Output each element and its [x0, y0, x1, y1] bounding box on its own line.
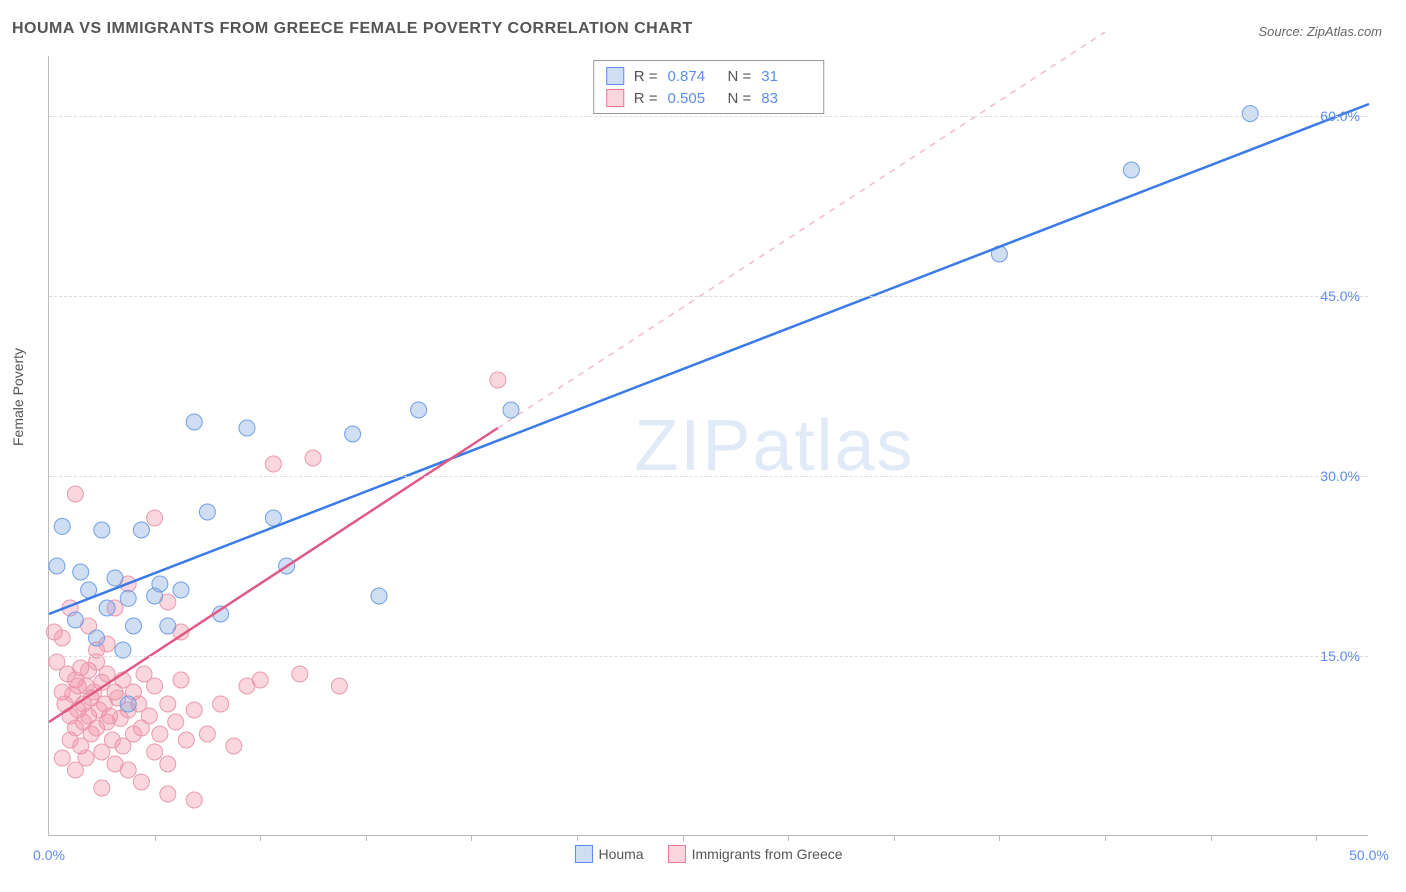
legend-item-greece: Immigrants from Greece: [668, 845, 843, 863]
x-tick-label: 0.0%: [33, 847, 65, 863]
scatter-point-greece: [160, 756, 176, 772]
scatter-point-greece: [199, 726, 215, 742]
legend-label: Immigrants from Greece: [692, 846, 843, 862]
gridline: [49, 296, 1368, 297]
scatter-point-houma: [186, 414, 202, 430]
plot-area: ZIPatlas R = 0.874 N = 31 R = 0.505 N = …: [48, 56, 1368, 836]
y-tick-label: 30.0%: [1320, 468, 1360, 484]
scatter-point-houma: [107, 570, 123, 586]
scatter-point-greece: [186, 702, 202, 718]
scatter-point-houma: [120, 590, 136, 606]
y-tick-label: 15.0%: [1320, 648, 1360, 664]
scatter-point-greece: [54, 750, 70, 766]
regression-line-houma: [49, 104, 1369, 614]
scatter-point-houma: [73, 564, 89, 580]
x-tick-mark: [366, 835, 367, 841]
scatter-point-greece: [94, 780, 110, 796]
scatter-point-houma: [239, 420, 255, 436]
scatter-point-greece: [265, 456, 281, 472]
y-tick-label: 45.0%: [1320, 288, 1360, 304]
scatter-point-greece: [67, 762, 83, 778]
legend-label: Houma: [598, 846, 643, 862]
x-tick-mark: [788, 835, 789, 841]
x-tick-mark: [894, 835, 895, 841]
x-tick-label: 50.0%: [1349, 847, 1389, 863]
gridline: [49, 116, 1368, 117]
scatter-point-greece: [226, 738, 242, 754]
scatter-point-houma: [1123, 162, 1139, 178]
x-tick-mark: [999, 835, 1000, 841]
scatter-point-houma: [94, 522, 110, 538]
x-tick-mark: [260, 835, 261, 841]
scatter-point-greece: [141, 708, 157, 724]
x-tick-mark: [577, 835, 578, 841]
scatter-point-greece: [160, 696, 176, 712]
x-tick-mark: [1105, 835, 1106, 841]
scatter-point-houma: [1242, 106, 1258, 122]
regression-line-greece-dashed: [498, 32, 1105, 428]
scatter-point-houma: [160, 618, 176, 634]
swatch-icon: [574, 845, 592, 863]
legend-item-houma: Houma: [574, 845, 643, 863]
scatter-point-greece: [252, 672, 268, 688]
swatch-icon: [668, 845, 686, 863]
scatter-point-greece: [147, 510, 163, 526]
scatter-point-greece: [152, 726, 168, 742]
x-tick-mark: [1316, 835, 1317, 841]
scatter-point-houma: [411, 402, 427, 418]
scatter-point-houma: [133, 522, 149, 538]
scatter-point-greece: [67, 486, 83, 502]
scatter-point-greece: [147, 744, 163, 760]
scatter-point-houma: [199, 504, 215, 520]
scatter-point-greece: [213, 696, 229, 712]
scatter-point-greece: [178, 732, 194, 748]
scatter-point-greece: [331, 678, 347, 694]
scatter-point-greece: [490, 372, 506, 388]
scatter-point-houma: [345, 426, 361, 442]
scatter-point-greece: [186, 792, 202, 808]
scatter-point-houma: [54, 518, 70, 534]
scatter-point-greece: [292, 666, 308, 682]
scatter-point-houma: [152, 576, 168, 592]
scatter-point-houma: [120, 696, 136, 712]
scatter-point-greece: [120, 762, 136, 778]
scatter-point-houma: [173, 582, 189, 598]
scatter-point-houma: [265, 510, 281, 526]
y-tick-label: 60.0%: [1320, 108, 1360, 124]
scatter-point-houma: [99, 600, 115, 616]
scatter-point-houma: [125, 618, 141, 634]
bottom-legend: Houma Immigrants from Greece: [574, 845, 842, 863]
scatter-point-houma: [371, 588, 387, 604]
scatter-point-greece: [147, 678, 163, 694]
chart-title: HOUMA VS IMMIGRANTS FROM GREECE FEMALE P…: [12, 20, 693, 38]
scatter-point-houma: [89, 630, 105, 646]
gridline: [49, 656, 1368, 657]
scatter-point-greece: [305, 450, 321, 466]
scatter-point-greece: [54, 630, 70, 646]
scatter-point-houma: [503, 402, 519, 418]
y-axis-label: Female Poverty: [10, 348, 26, 446]
gridline: [49, 476, 1368, 477]
x-tick-mark: [683, 835, 684, 841]
x-tick-mark: [471, 835, 472, 841]
scatter-point-greece: [160, 786, 176, 802]
source-attribution: Source: ZipAtlas.com: [1258, 24, 1382, 39]
scatter-point-houma: [67, 612, 83, 628]
scatter-point-greece: [133, 774, 149, 790]
scatter-point-houma: [49, 558, 65, 574]
scatter-point-greece: [168, 714, 184, 730]
scatter-point-greece: [173, 672, 189, 688]
scatter-svg: [49, 56, 1368, 835]
x-tick-mark: [155, 835, 156, 841]
x-tick-mark: [1211, 835, 1212, 841]
